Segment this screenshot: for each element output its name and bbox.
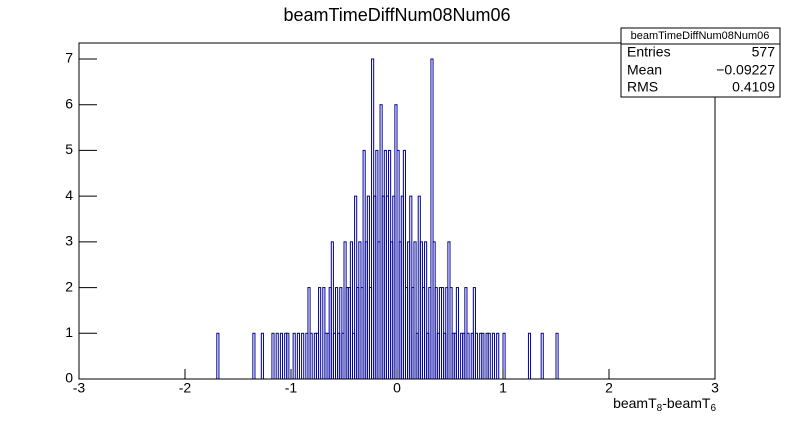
x-label-sub: 8 (657, 403, 663, 414)
stats-box: beamTimeDiffNum08Num06 Entries 577 Mean … (620, 27, 781, 98)
y-tick-label: 5 (65, 141, 73, 157)
x-label-part: -beamT (662, 395, 711, 411)
stats-value: 577 (752, 44, 776, 60)
x-tick-label: 2 (605, 380, 613, 396)
stats-title: beamTimeDiffNum08Num06 (631, 30, 770, 42)
x-axis-label: beamT8-beamT6 (613, 395, 716, 414)
y-tick-label: 7 (65, 50, 73, 66)
stats-value: −0.09227 (716, 62, 775, 78)
y-tick-label: 4 (65, 187, 73, 203)
stats-value: 0.4109 (732, 79, 775, 95)
x-tick-label: -3 (73, 380, 86, 396)
x-label-sub: 6 (710, 403, 716, 414)
y-tick-label: 6 (65, 95, 73, 111)
stats-key: RMS (627, 79, 658, 95)
x-tick-label: 1 (499, 380, 507, 396)
x-tick-label: 3 (711, 380, 719, 396)
x-tick-label: -2 (179, 380, 192, 396)
stats-key: Mean (627, 62, 662, 78)
x-tick-label: 0 (393, 380, 401, 396)
stats-key: Entries (627, 44, 671, 60)
stats-frame (620, 27, 781, 98)
y-tick-label: 0 (65, 370, 73, 386)
y-tick-label: 2 (65, 278, 73, 294)
y-tick-label: 3 (65, 233, 73, 249)
chart-title: beamTimeDiffNum08Num06 (283, 5, 510, 25)
y-tick-label: 1 (65, 324, 73, 340)
x-tick-label: -1 (285, 380, 298, 396)
x-label-part: beamT (613, 395, 657, 411)
